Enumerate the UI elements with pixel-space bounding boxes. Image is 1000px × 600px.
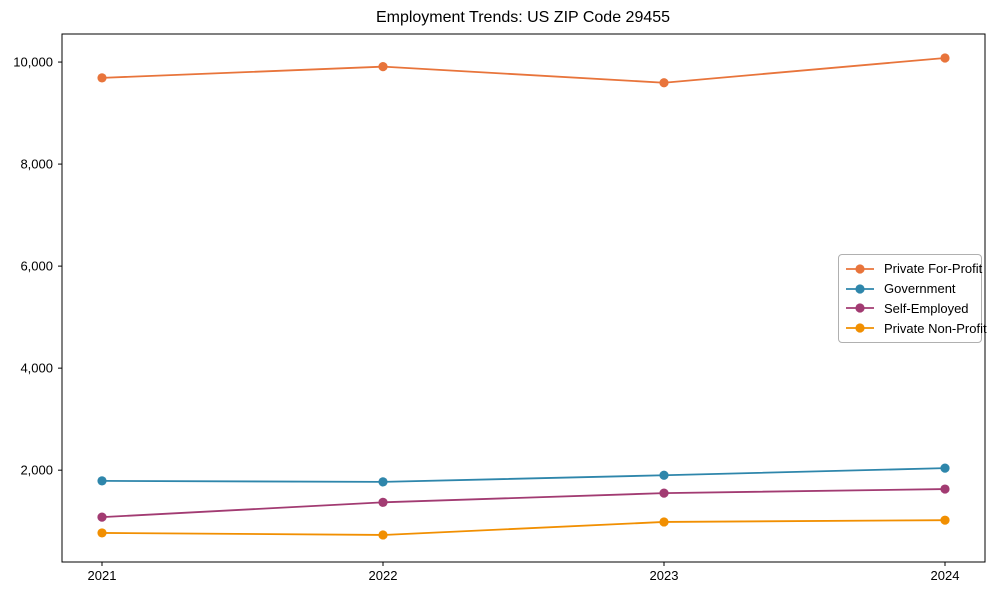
legend-label: Private For-Profit — [884, 261, 983, 277]
legend-item: Private For-Profit — [845, 259, 982, 279]
x-tick-label: 2024 — [931, 568, 960, 583]
legend-line-marker-icon — [846, 284, 874, 294]
data-point — [940, 463, 950, 473]
data-point — [659, 78, 669, 88]
data-point — [940, 515, 950, 525]
legend-line-marker-icon — [846, 264, 874, 274]
legend: Private For-Profit Government Self-Employe… — [838, 254, 987, 343]
legend-label: Private Non-Profit — [884, 320, 987, 336]
y-tick-label: 6,000 — [20, 259, 53, 274]
data-point — [940, 53, 950, 63]
legend-line-marker-icon — [846, 323, 874, 333]
chart-title: Employment Trends: US ZIP Code 29455 — [375, 9, 671, 26]
x-tick-label: 2022 — [369, 568, 398, 583]
legend-label: Self-Employed — [884, 300, 969, 316]
series-line-private-for-profit — [101, 57, 946, 84]
data-point — [97, 476, 107, 486]
data-point — [659, 470, 669, 480]
data-point — [659, 488, 669, 498]
series-line-private-non-profit — [101, 519, 946, 536]
series-line-government — [101, 467, 946, 483]
data-point — [378, 62, 388, 72]
data-point — [97, 528, 107, 538]
series-line-self-employed — [101, 488, 946, 519]
y-tick-label: 8,000 — [20, 157, 53, 172]
y-tick-label: 10,000 — [13, 55, 53, 70]
data-point — [378, 477, 388, 487]
legend-item: Government — [845, 279, 975, 299]
data-point — [940, 484, 950, 494]
legend-line-marker-icon — [846, 303, 874, 313]
data-point — [659, 517, 669, 527]
x-tick-label: 2023 — [650, 568, 679, 583]
data-point — [97, 73, 107, 83]
data-point — [378, 497, 388, 507]
data-point — [97, 512, 107, 522]
y-tick-label: 2,000 — [20, 463, 53, 478]
plot-frame — [61, 33, 986, 563]
x-tick-label: 2021 — [88, 568, 117, 583]
data-point — [378, 530, 388, 540]
legend-label: Government — [884, 281, 956, 297]
legend-item: Self-Employed — [845, 299, 975, 319]
y-tick-label: 4,000 — [20, 361, 53, 376]
legend-item: Private Non-Profit — [845, 318, 987, 338]
